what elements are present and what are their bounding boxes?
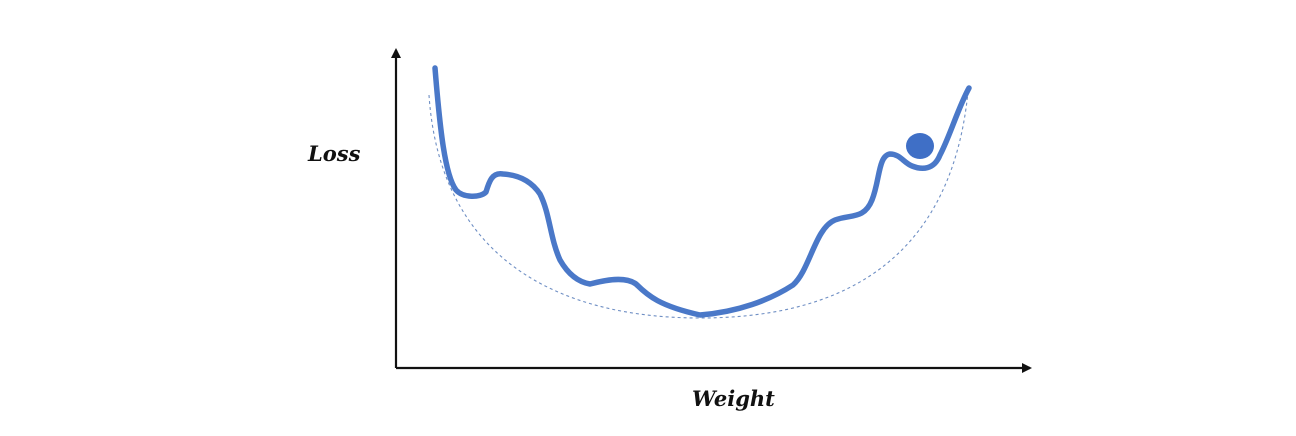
x-axis-label: Weight <box>692 386 775 411</box>
ideal-convex-curve <box>428 91 969 319</box>
ball-marker <box>906 133 934 159</box>
loss-curve <box>432 65 972 318</box>
y-axis-label: Loss <box>308 141 361 166</box>
